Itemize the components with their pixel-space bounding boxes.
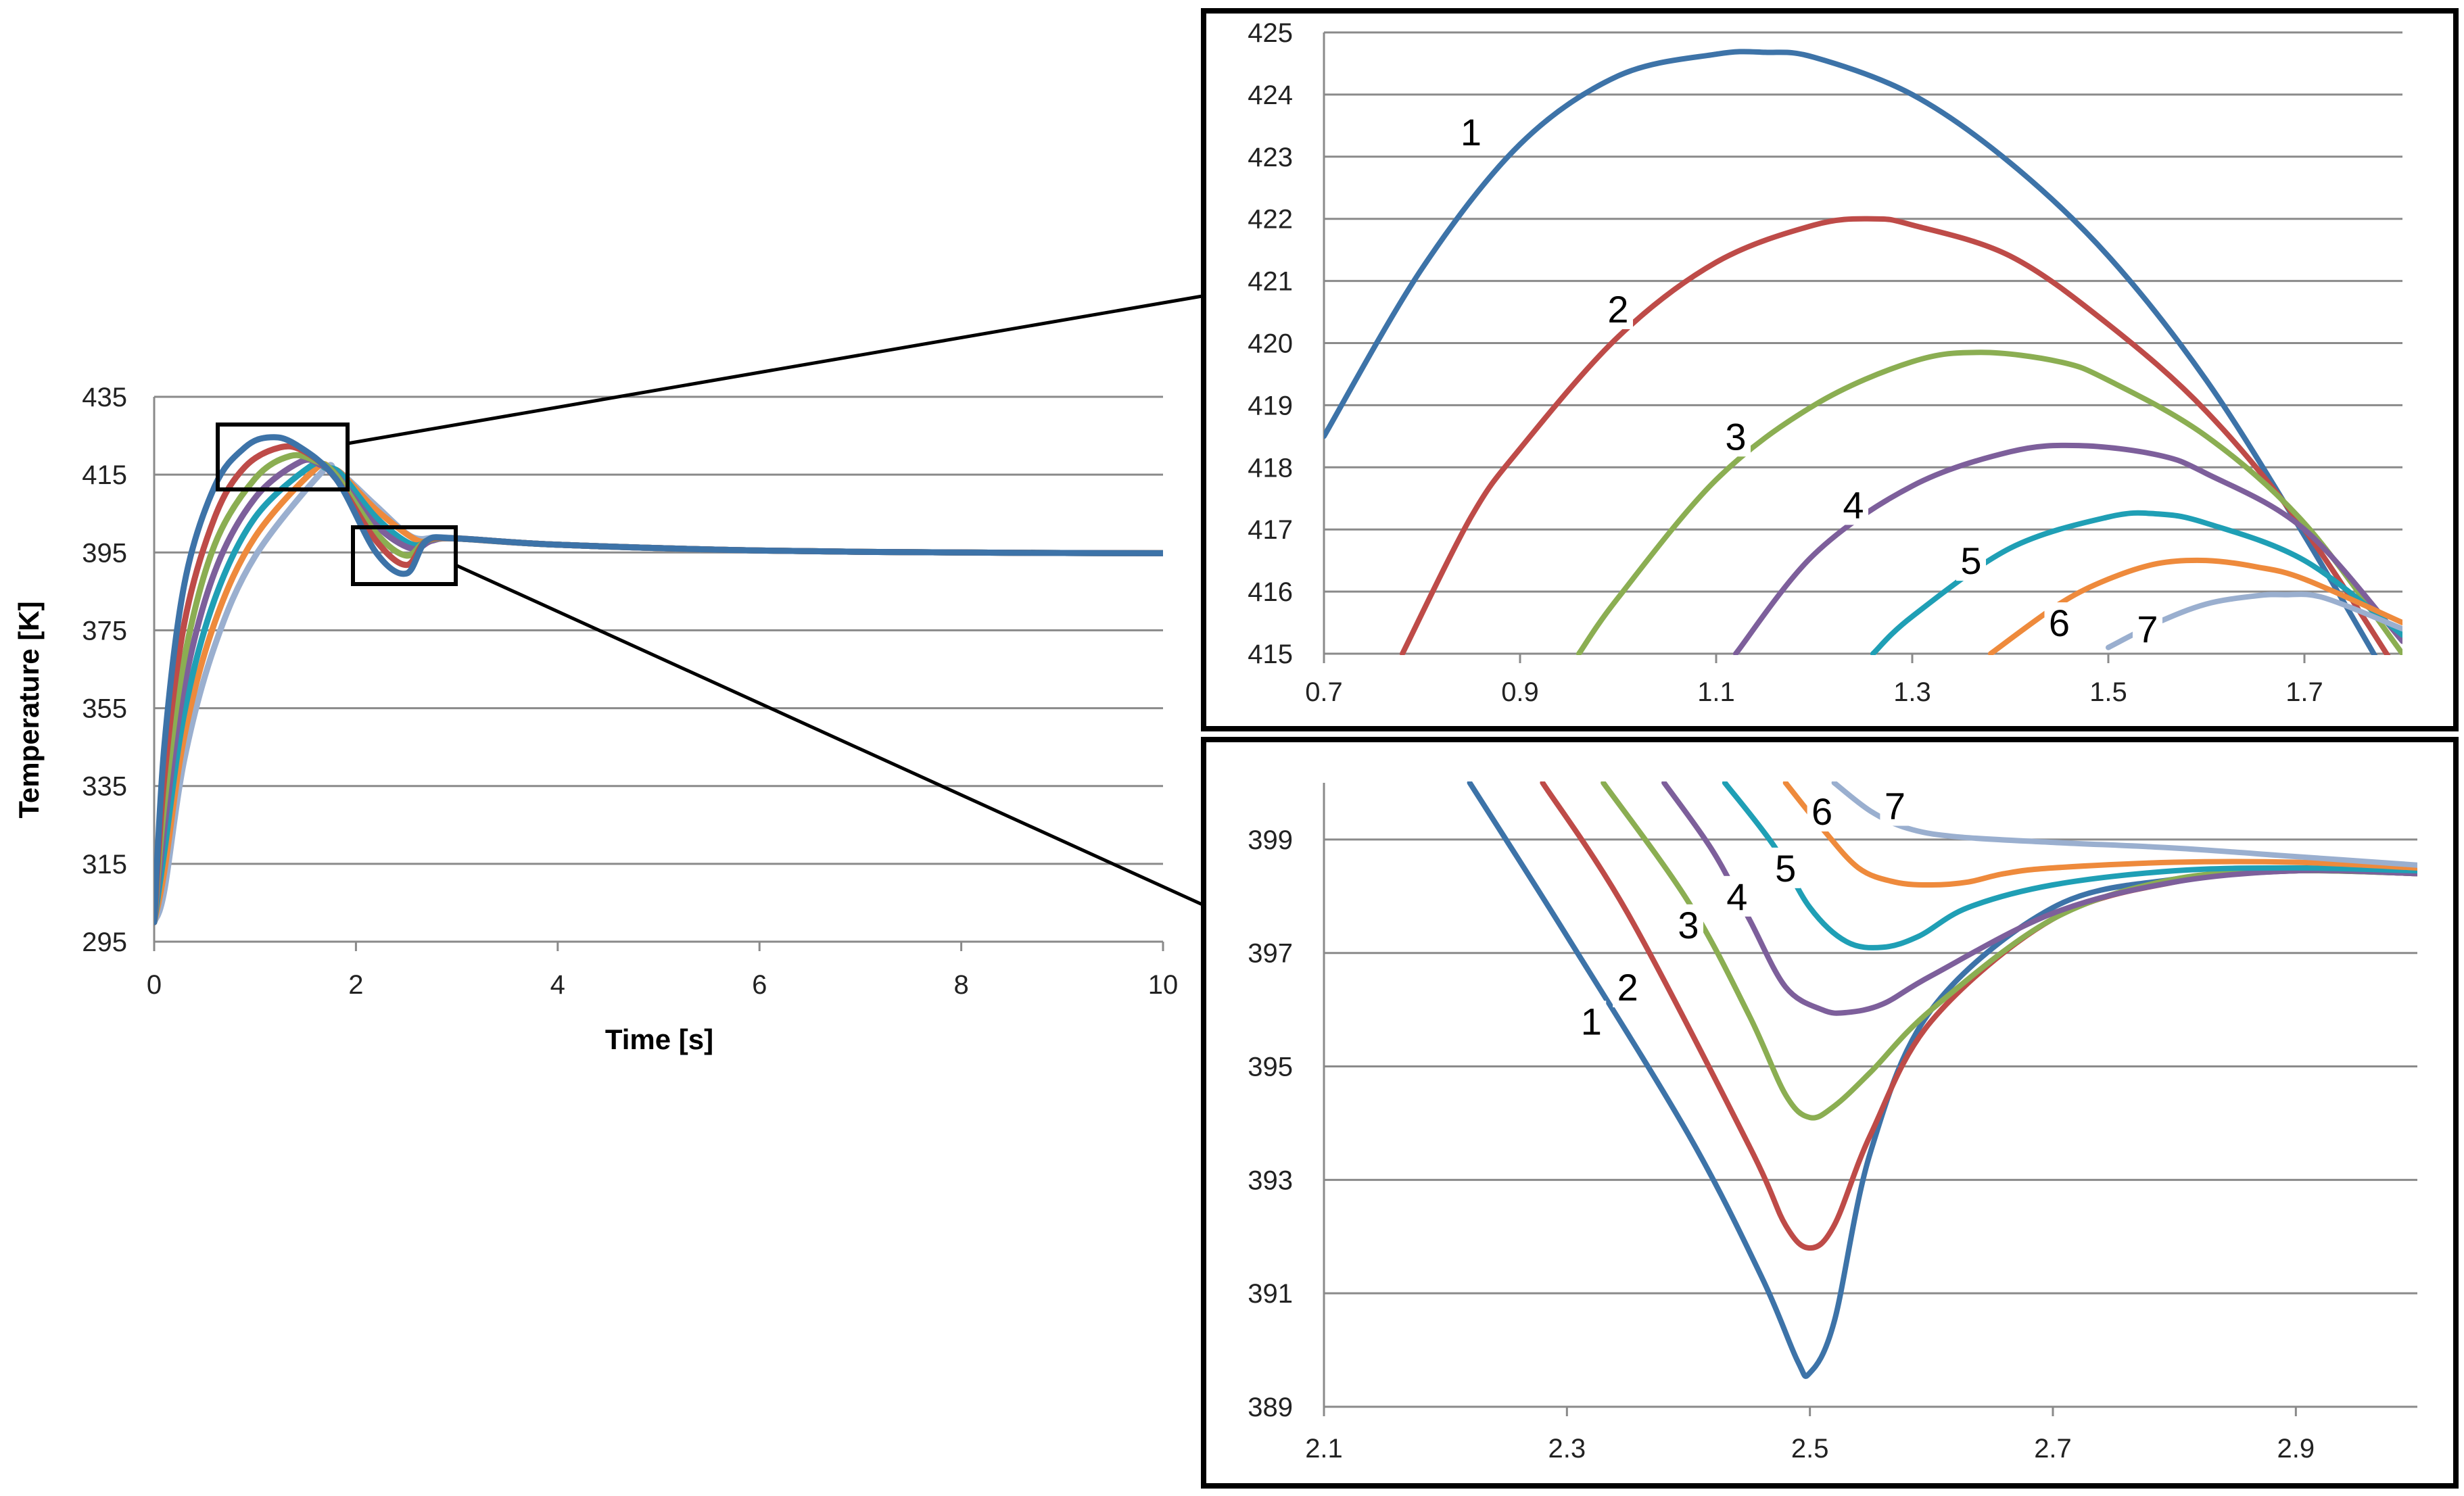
inset2-y-tick-label: 391 — [1248, 1279, 1293, 1309]
main-series-line-1 — [154, 434, 1163, 925]
main-x-tick-label: 6 — [752, 970, 767, 1000]
inset2-curve-label-1: 1 — [1581, 1000, 1602, 1042]
inset1-curve-label-bg — [1839, 484, 1868, 525]
inset1-y-tick-label: 418 — [1248, 453, 1293, 483]
main-y-tick-label: 315 — [82, 850, 127, 879]
inset1-curve-label-1: 1 — [1461, 111, 1482, 153]
inset2-curve-label-bg — [1722, 875, 1752, 917]
main-x-tick-label: 4 — [550, 970, 565, 1000]
inset2-curve-label-4: 4 — [1726, 875, 1747, 918]
inset-peak-gridlines — [1323, 31, 2402, 663]
inset2-y-tick-label: 395 — [1248, 1053, 1293, 1082]
inset1-curve-label-3: 3 — [1725, 415, 1746, 458]
inset-dip-gridlines — [1323, 783, 2417, 1416]
inset1-curve-label-2: 2 — [1607, 288, 1628, 331]
inset-peak-frame — [1201, 8, 2459, 731]
inset2-y-tick-label: 399 — [1248, 825, 1293, 855]
inset1-series-line-1 — [1324, 49, 2378, 655]
inset1-y-tick-label: 423 — [1248, 143, 1293, 172]
inset1-series-line-4 — [1733, 442, 2402, 655]
inset1-curve-label-bg — [2044, 602, 2075, 644]
inset1-y-tick-label: 416 — [1248, 577, 1293, 607]
inset1-y-tick-label: 419 — [1248, 391, 1293, 420]
connector-line-dip — [454, 563, 1204, 907]
inset1-y-tick-label: 425 — [1248, 18, 1293, 48]
inset2-x-tick-label: 2.1 — [1305, 1434, 1343, 1464]
inset2-curve-label-7: 7 — [1885, 785, 1905, 827]
inset1-x-tick-label: 1.7 — [2285, 677, 2323, 707]
inset2-series-line-5 — [1722, 781, 2417, 950]
inset1-curve-label-bg — [1603, 288, 1633, 329]
inset1-y-tick-label: 415 — [1248, 640, 1293, 669]
inset1-x-tick-label: 1.1 — [1697, 677, 1735, 707]
inset1-x-tick-label: 0.9 — [1501, 677, 1539, 707]
inset1-y-tick-label: 420 — [1248, 329, 1293, 359]
inset1-curve-label-4: 4 — [1843, 483, 1864, 526]
main-y-tick-label: 375 — [82, 616, 127, 646]
main-x-tick-label: 10 — [1148, 970, 1179, 1000]
inset2-series-line-6 — [1782, 781, 2417, 888]
inset1-x-tick-label: 1.3 — [1893, 677, 1931, 707]
inset2-y-tick-label: 389 — [1248, 1393, 1293, 1422]
inset1-x-tick-label: 0.7 — [1305, 677, 1343, 707]
zoom-box-peak — [216, 423, 350, 491]
inset1-x-tick-label: 1.5 — [2089, 677, 2127, 707]
main-y-tick-label: 415 — [82, 460, 127, 490]
inset-dip-series-group — [1467, 781, 2417, 1379]
inset1-curve-label-bg — [1456, 112, 1486, 153]
inset2-curve-label-2: 2 — [1617, 966, 1638, 1009]
inset2-y-tick-label: 397 — [1248, 939, 1293, 969]
main-y-tick-label: 295 — [82, 927, 127, 957]
inset2-curve-label-bg — [1576, 1000, 1607, 1042]
main-y-tick-label: 395 — [82, 538, 127, 568]
inset1-y-tick-label: 417 — [1248, 515, 1293, 545]
inset2-x-tick-label: 2.7 — [2034, 1434, 2072, 1464]
inset1-y-tick-label: 424 — [1248, 80, 1293, 110]
inset2-x-tick-label: 2.5 — [1791, 1434, 1829, 1464]
main-y-tick-label: 355 — [82, 694, 127, 724]
main-x-axis-label: Time [s] — [605, 1023, 713, 1055]
inset2-curve-label-5: 5 — [1775, 847, 1796, 890]
inset1-curve-label-5: 5 — [1960, 539, 1981, 582]
main-y-axis-label: Temperature [K] — [13, 601, 45, 818]
inset2-curve-label-bg — [1880, 785, 1910, 826]
inset1-series-line-5 — [1870, 510, 2402, 655]
inset2-curve-label-bg — [1674, 904, 1703, 945]
inset1-curve-label-bg — [1956, 540, 1986, 581]
inset1-series-line-2 — [1400, 216, 2391, 655]
main-tick-labels: 295 315 335 355 375 395 415 435 0 2 4 6 8 10 — [82, 383, 1178, 1000]
main-x-tick-label: 0 — [147, 970, 162, 1000]
inset2-x-tick-label: 2.3 — [1548, 1434, 1586, 1464]
main-y-tick-label: 435 — [82, 383, 127, 412]
inset2-curve-label-3: 3 — [1678, 904, 1699, 946]
inset1-y-tick-label: 422 — [1248, 205, 1293, 235]
inset1-y-tick-label: 421 — [1248, 267, 1293, 297]
inset1-curve-label-bg — [1721, 416, 1751, 457]
inset1-curve-label-bg — [2133, 608, 2162, 650]
inset2-x-tick-label: 2.9 — [2277, 1434, 2315, 1464]
inset2-curve-label-bg — [1807, 790, 1837, 831]
main-x-tick-label: 2 — [348, 970, 363, 1000]
main-gridlines — [153, 395, 1164, 951]
inset1-curve-label-7: 7 — [2137, 608, 2158, 650]
zoom-box-dip — [351, 525, 458, 586]
inset1-curve-label-6: 6 — [2049, 602, 2070, 644]
inset2-curve-label-bg — [1613, 967, 1643, 1008]
inset2-curve-label-6: 6 — [1811, 790, 1832, 833]
main-x-tick-label: 8 — [953, 970, 968, 1000]
inset-peak-series-group — [1324, 49, 2402, 655]
inset2-y-tick-label: 393 — [1248, 1165, 1293, 1195]
main-y-tick-label: 335 — [82, 772, 127, 802]
inset1-series-line-3 — [1576, 349, 2402, 655]
inset2-curve-label-bg — [1770, 847, 1801, 888]
connector-line-peak — [347, 294, 1203, 445]
